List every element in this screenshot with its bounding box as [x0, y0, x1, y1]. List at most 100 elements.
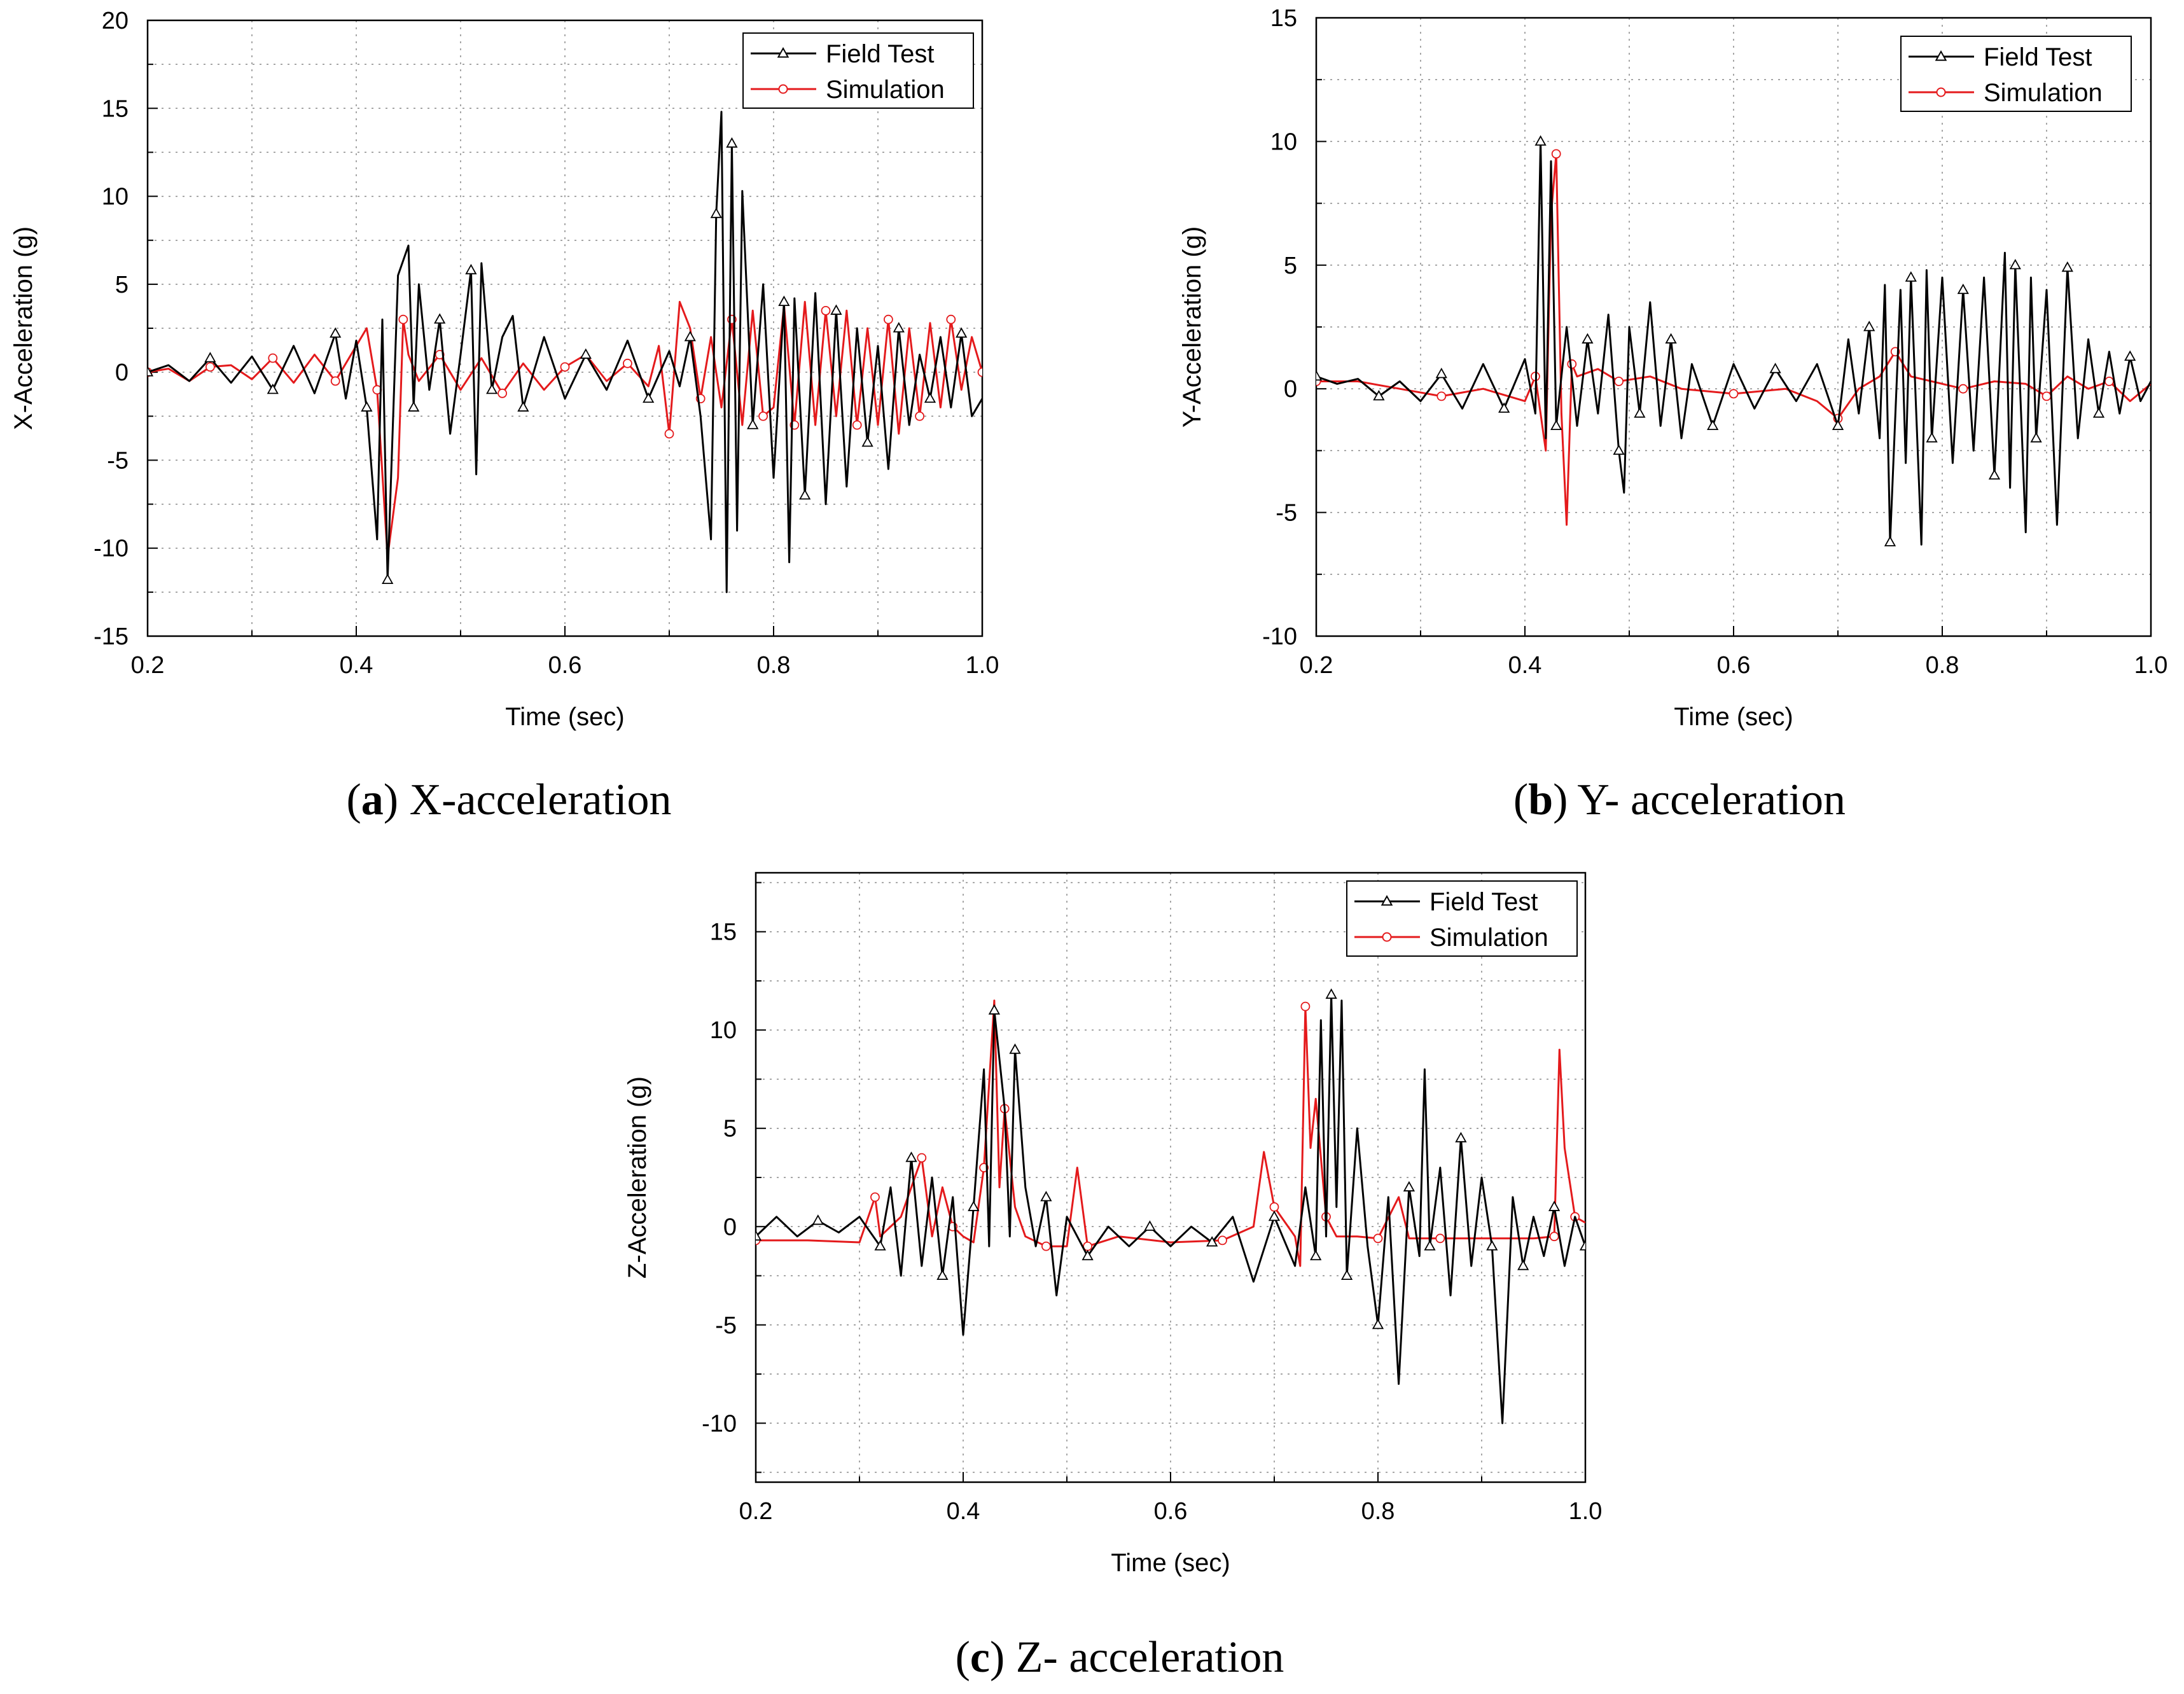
panel-c-field-test-point [1206, 1236, 1218, 1247]
panel-b-field-test-point [1665, 333, 1677, 344]
panel-a-simulation-point [330, 376, 340, 386]
panel-b-plot-frame [1315, 17, 2152, 637]
panel-b-xtick-label: 0.2 [1300, 652, 1333, 679]
panel-b-field-test-point [1769, 363, 1781, 373]
panel-b-y-axis-label: Y-Acceleration (g) [1178, 226, 1206, 427]
panel-b-ytick-label: 0 [1284, 376, 1297, 403]
panel-a-caption-open: ( [346, 775, 361, 824]
panel-c-simulation-point [1269, 1202, 1279, 1212]
panel-b-simulation-point [1958, 384, 1968, 394]
panel-a-xtick-label: 0.6 [548, 652, 582, 679]
panel-b-y-acceleration: 0.2 0.4 0.6 0.8 1.0 -10 -5 0 5 10 15 Time (sec) Y… [1178, 5, 2167, 824]
panel-c-field-test-point [1486, 1240, 1498, 1251]
panel-a-ytick-label: 10 [102, 184, 129, 211]
panel-b-field-test-point [1316, 370, 1323, 381]
panel-b-field-test-point [1582, 333, 1594, 344]
panel-a-field-test-point [893, 322, 905, 333]
panel-b-field-test-point [2030, 432, 2042, 443]
panel-b-legend-box [1900, 36, 2132, 112]
panel-c-caption-open: ( [956, 1633, 970, 1682]
panel-a-x-axis-label: Time (sec) [505, 703, 624, 731]
panel-a-ytick-label: -10 [94, 536, 129, 562]
panel-b-field-test-point [1373, 390, 1385, 401]
panel-a-simulation-point [915, 411, 924, 421]
panel-a-ytick-label: 20 [102, 8, 129, 34]
panel-b-field-test-point [1832, 419, 1844, 431]
panel-b-xtick-label: 0.8 [1926, 652, 1959, 679]
panel-c-simulation-point [1373, 1233, 1383, 1244]
panel-a-caption: (a) X-acceleration [346, 775, 671, 824]
panel-a-legend-field-test-marker [777, 46, 789, 58]
panel-b-x-axis-label: Time (sec) [1674, 703, 1793, 731]
panel-a-caption-letter: a [361, 775, 384, 824]
panel-b-legend-simulation-marker [1936, 87, 1946, 97]
panel-a-y-ticks: -15 -10 -5 0 5 10 15 20 [94, 8, 129, 650]
panel-a-simulation-point [884, 314, 893, 324]
panel-a-simulation-point [664, 429, 674, 439]
panel-a-plot-frame [146, 19, 984, 637]
panel-a-field-test-point [726, 137, 738, 148]
panel-b-field-test-point [1988, 469, 2001, 480]
panel-a-field-test-point [747, 419, 759, 429]
panel-a-x-acceleration: 0.2 0.4 0.6 0.8 1.0 -15 -10 -5 0 5 10 15 20 Time (s… [10, 8, 999, 824]
panel-b-xtick-label: 1.0 [2134, 652, 2168, 679]
panel-a-caption-text: ) X-acceleration [384, 775, 672, 824]
panel-c-simulation-point [917, 1153, 927, 1163]
panel-c-field-test-point [756, 1230, 762, 1241]
panel-b-caption-open: ( [1513, 775, 1528, 824]
panel-b-ytick-label: 15 [1270, 5, 1297, 32]
panel-a-field-test-point [486, 383, 498, 394]
panel-a-legend-field-test-label: Field Test [826, 40, 934, 68]
panel-b-field-test-point [1926, 432, 1938, 443]
panel-a-simulation-point [560, 362, 570, 372]
panel-c-z-acceleration: 0.2 0.4 0.6 0.8 1.0 -10 -5 0 5 10 15 Time (sec) Z… [623, 871, 1603, 1682]
panel-c-field-test-line [756, 994, 1585, 1424]
panel-a-field-test-point [643, 392, 655, 403]
panel-c-field-test-point [1144, 1220, 1156, 1231]
panel-a-simulation-point [758, 411, 768, 421]
panel-c-field-test-point [1579, 1240, 1585, 1251]
panel-a-ytick-label: -5 [107, 447, 129, 474]
panel-a-xtick-label: 0.2 [131, 652, 165, 679]
panel-b-field-test-point [1707, 419, 1719, 431]
panel-c-caption: (c) Z- acceleration [956, 1633, 1284, 1682]
panel-b-field-test-point [1957, 283, 1969, 295]
panel-b-ytick-label: -10 [1262, 623, 1297, 650]
panel-c-legend-simulation-marker [1382, 932, 1392, 942]
panel-c-simulation-point [1300, 1001, 1311, 1011]
panel-b-y-ticks: -10 -5 0 5 10 15 [1262, 5, 1297, 650]
panel-a-simulation-point [946, 314, 956, 324]
panel-c-field-test-point [968, 1200, 980, 1211]
panel-b-legend: Field Test Simulation [1900, 36, 2132, 112]
panel-a-field-test-point [382, 573, 394, 584]
panel-b-caption: (b) Y- acceleration [1513, 775, 1846, 824]
panel-a-field-test-point [684, 330, 696, 342]
panel-c-simulation-point [1218, 1235, 1227, 1246]
panel-b-field-test-point [2009, 258, 2021, 270]
panel-a-field-test-point [465, 263, 477, 275]
panel-c-simulation-point [1435, 1233, 1445, 1244]
panel-a-grid [148, 20, 982, 636]
panel-c-caption-letter: c [970, 1633, 990, 1682]
panel-a-xtick-label: 0.4 [340, 652, 373, 679]
panel-b-ytick-label: 10 [1270, 128, 1297, 155]
panel-a-simulation-point [852, 420, 862, 430]
panel-b-simulation-point [2041, 391, 2052, 401]
panel-a-field-test-point [580, 348, 592, 359]
panel-c-xtick-label: 0.2 [739, 1498, 773, 1525]
panel-a-field-test-point [434, 313, 446, 324]
panel-a-field-test-line [148, 111, 982, 594]
panel-a-simulation-point [821, 305, 831, 316]
panel-c-ytick-label: 10 [710, 1017, 737, 1044]
panel-c-ytick-label: 0 [723, 1214, 737, 1240]
panel-c-xtick-label: 1.0 [1569, 1498, 1603, 1525]
panel-c-series [756, 988, 1585, 1424]
panel-c-xtick-label: 0.6 [1154, 1498, 1188, 1525]
panel-a-legend-simulation-label: Simulation [826, 76, 945, 104]
panel-b-field-test-point [2061, 261, 2073, 272]
panel-a-series [148, 111, 982, 594]
panel-c-field-test-point [1340, 1269, 1353, 1281]
panel-a-x-ticks: 0.2 0.4 0.6 0.8 1.0 [131, 652, 999, 679]
panel-c-simulation-point [870, 1192, 880, 1202]
